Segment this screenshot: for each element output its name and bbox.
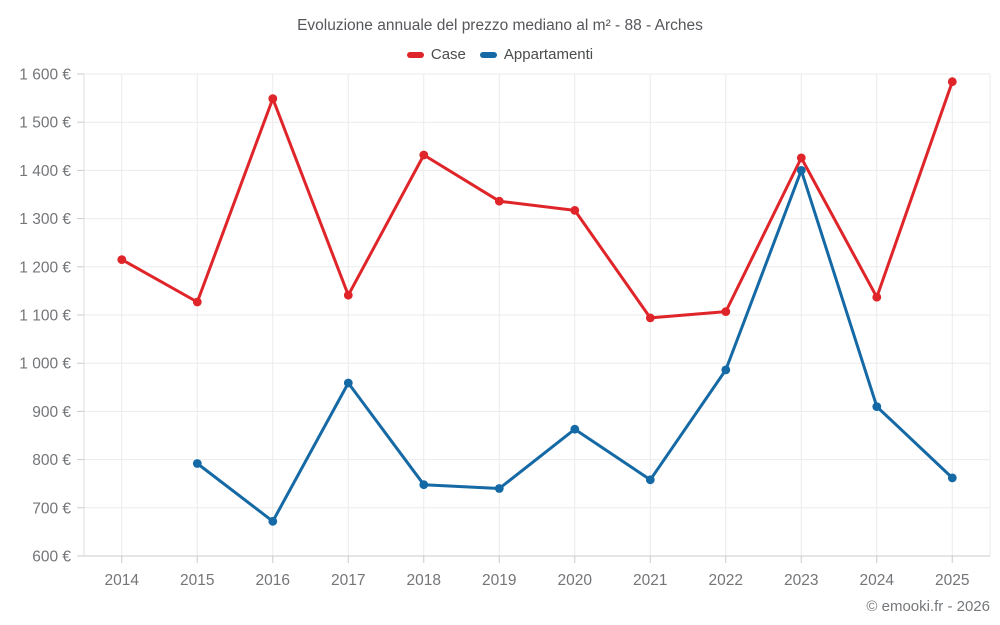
y-axis-label: 900 €	[32, 404, 71, 421]
data-point	[796, 153, 806, 163]
series-points-case	[117, 77, 957, 323]
data-point	[796, 166, 806, 175]
x-axis-label: 2025	[935, 572, 969, 589]
data-point	[192, 297, 202, 307]
data-point	[419, 150, 429, 160]
data-point	[947, 473, 957, 483]
data-point	[268, 516, 278, 526]
x-axis-label: 2018	[407, 572, 441, 589]
x-axis-label: 2023	[784, 572, 818, 589]
data-point	[947, 77, 957, 87]
series-line-case	[120, 80, 954, 320]
data-point	[570, 206, 580, 215]
y-axis-label: 1 000 €	[19, 356, 71, 373]
y-axis-label: 1 100 €	[19, 308, 71, 325]
data-point	[721, 365, 731, 375]
x-grid: 2014 2015 2016 2017 2018 2019 2020 2021 2022 2023…	[105, 74, 969, 589]
case-series-swatch-icon	[406, 51, 424, 58]
data-point	[570, 424, 580, 434]
data-point	[721, 307, 731, 316]
data-point	[872, 292, 882, 302]
data-point	[268, 94, 278, 103]
data-point	[192, 459, 202, 468]
y-axis-label: 800 €	[32, 452, 71, 469]
y-axis-label: 600 €	[32, 549, 71, 566]
x-axis-label: 2015	[180, 572, 214, 589]
y-axis-label: 1 600 €	[19, 67, 71, 84]
y-axis-label: 1 300 €	[19, 211, 71, 228]
series-points-appartamenti	[192, 166, 957, 526]
x-axis-label: 2019	[482, 572, 516, 589]
data-point	[343, 378, 353, 388]
x-axis-label: 2021	[633, 572, 667, 589]
x-axis-label: 2016	[256, 572, 290, 589]
data-point	[645, 475, 655, 485]
legend-item-appartamenti[interactable]: Appartamenti	[479, 46, 594, 63]
y-axis-label: 1 400 €	[19, 163, 71, 180]
y-grid: 600 € 700 € 800 € 900 € 1 000 € 1 100 € 1 200 …	[19, 67, 990, 566]
x-axis-label: 2014	[105, 572, 140, 589]
chart-title: Evoluzione annuale del prezzo mediano al…	[297, 17, 703, 34]
copyright: © emooki.fr - 2026	[866, 598, 990, 615]
x-axis-label: 2022	[709, 572, 743, 589]
data-point	[343, 290, 353, 300]
y-axis-label: 700 €	[32, 500, 71, 517]
data-point	[872, 402, 882, 411]
data-point	[494, 196, 504, 206]
legend-label-case: Case	[430, 46, 466, 63]
legend-label-appartamenti: Appartamenti	[503, 46, 594, 63]
data-point	[645, 313, 655, 323]
legend: Case Appartamenti	[0, 46, 1000, 63]
y-axis-label: 1 500 €	[19, 115, 71, 132]
data-point	[494, 484, 504, 493]
data-point	[117, 255, 127, 264]
x-axis-label: 2017	[331, 572, 365, 589]
appartamenti-series-swatch-icon	[479, 51, 497, 58]
y-axis-label: 1 200 €	[19, 259, 71, 276]
x-axis-label: 2020	[558, 572, 593, 589]
data-point	[419, 480, 429, 490]
x-axis-label: 2024	[860, 572, 895, 589]
legend-item-case[interactable]: Case	[406, 46, 466, 63]
